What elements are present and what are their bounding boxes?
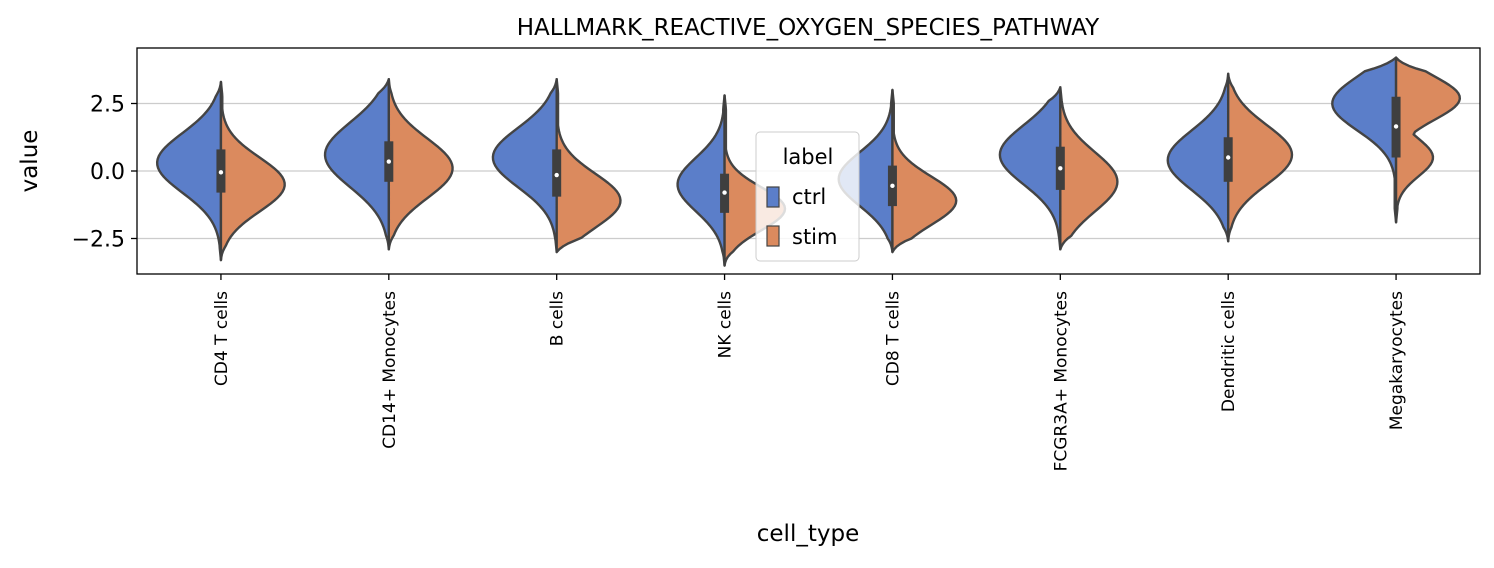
box-median [1225,155,1231,160]
violin-half-stim [219,80,286,262]
box-median [218,170,224,175]
x-tick-label: FCGR3A+ Monocytes [1051,291,1071,472]
violin-half-ctrl [323,78,391,251]
x-tick-label: CD8 T cells [883,291,903,386]
chart-title: HALLMARK_REACTIVE_OXYGEN_SPECIES_PATHWAY [517,15,1100,41]
y-axis-ticks: 2.5 0.0 −2.5 [72,93,137,253]
violin-half-ctrl [491,78,558,254]
x-tick-label: B cells [548,291,568,346]
x-axis-ticks: CD4 T cells CD14+ Monocytes B cells NK cell… [212,274,1407,471]
x-tick-label: CD14+ Monocytes [380,291,400,449]
violin-half-ctrl [676,94,726,267]
y-tick-label: 2.5 [90,93,125,118]
violin-half-stim [1226,72,1294,243]
violin-half-ctrl [1331,56,1398,224]
box-median [722,190,727,195]
legend-title: label [783,145,834,169]
legend: label ctrl stim [755,131,860,262]
legend-swatch-ctrl [766,186,780,208]
box-plots [216,57,1401,266]
violin-half-stim [387,78,454,251]
box-median [386,159,392,164]
violin-half-ctrl [1166,72,1230,243]
x-tick-label: Dendritic cells [1219,291,1239,412]
x-tick-label: NK cells [716,291,736,359]
y-tick-label: −2.5 [72,228,125,253]
violin-half-stim [1059,86,1119,251]
violin-half-ctrl [155,80,223,262]
y-tick-label: 0.0 [90,160,125,185]
box-median [890,183,895,189]
box-median [1393,124,1399,129]
violin-half-ctrl [998,86,1062,251]
legend-label-stim: stim [792,225,837,249]
violin-half-stim [1394,56,1462,224]
legend-box [755,131,860,262]
x-tick-label: Megakaryocytes [1387,291,1407,430]
x-tick-label: CD4 T cells [212,291,232,386]
box-median [554,172,559,178]
violin-half-stim [891,88,958,254]
legend-swatch-stim [766,225,780,247]
x-axis-label: cell_type [757,521,859,547]
box-median [1058,166,1063,171]
y-axis-label: value [17,130,43,193]
violin-half-stim [555,78,622,254]
legend-label-ctrl: ctrl [792,185,826,209]
plot-frame [136,47,1481,275]
